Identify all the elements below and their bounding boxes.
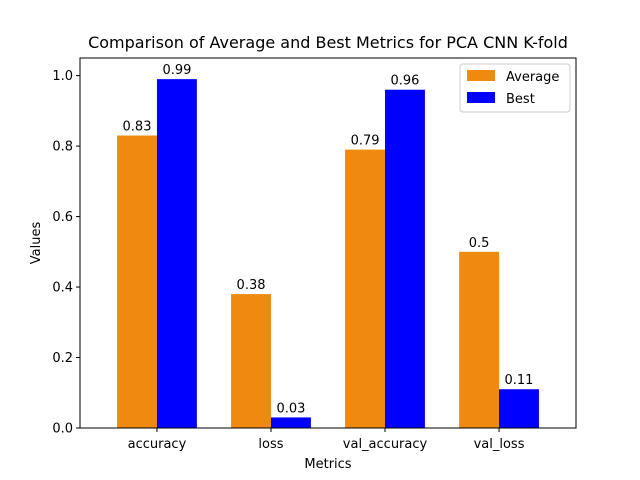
x-tick-label: val_accuracy xyxy=(343,437,428,452)
bar-labels-group: 0.83 0.38 0.79 0.5 0.99 0.03 0.96 0.11 xyxy=(123,63,534,416)
legend-label-average: Average xyxy=(506,70,559,85)
bars-group xyxy=(117,79,539,429)
bar-best-val-loss xyxy=(499,389,539,428)
y-tick-label: 1.0 xyxy=(52,69,73,84)
x-tick-label: val_loss xyxy=(474,437,525,452)
plot-frame xyxy=(79,57,577,429)
y-tick-label: 0.4 xyxy=(52,281,73,296)
x-tick-label: loss xyxy=(258,437,283,452)
chart-title: Comparison of Average and Best Metrics f… xyxy=(88,33,568,52)
y-axis-label: Values xyxy=(29,222,44,265)
bar-average-loss xyxy=(231,294,271,428)
bar-label-best-val-accuracy: 0.96 xyxy=(390,74,419,89)
bar-average-accuracy xyxy=(117,135,157,428)
legend: Average Best xyxy=(459,63,571,113)
x-tick-label: accuracy xyxy=(128,437,187,452)
legend-label-best: Best xyxy=(506,92,535,107)
bar-label-average-accuracy: 0.83 xyxy=(123,120,152,135)
bar-label-average-val-accuracy: 0.79 xyxy=(351,134,380,149)
bar-label-best-loss: 0.03 xyxy=(276,401,305,416)
bar-average-val-accuracy xyxy=(345,149,386,428)
x-axis-label: Metrics xyxy=(304,457,351,472)
y-tick-label: 0.0 xyxy=(52,422,73,437)
y-axis: 0.0 0.2 0.4 0.6 0.8 1.0 xyxy=(52,69,80,437)
bar-label-best-val-loss: 0.11 xyxy=(505,373,534,388)
legend-swatch-average xyxy=(467,70,495,81)
bar-label-average-val-loss: 0.5 xyxy=(469,236,490,251)
legend-swatch-best xyxy=(467,92,495,103)
bar-label-best-accuracy: 0.99 xyxy=(162,63,191,78)
bar-average-val-loss xyxy=(459,251,500,428)
y-tick-label: 0.6 xyxy=(52,210,73,225)
y-tick-label: 0.2 xyxy=(52,351,73,366)
y-tick-label: 0.8 xyxy=(52,140,73,155)
bar-best-val-accuracy xyxy=(385,89,425,428)
bar-label-average-loss: 0.38 xyxy=(237,278,266,293)
bar-best-loss xyxy=(270,417,311,428)
x-axis: accuracy loss val_accuracy val_loss xyxy=(128,428,525,452)
bar-best-accuracy xyxy=(156,79,197,429)
